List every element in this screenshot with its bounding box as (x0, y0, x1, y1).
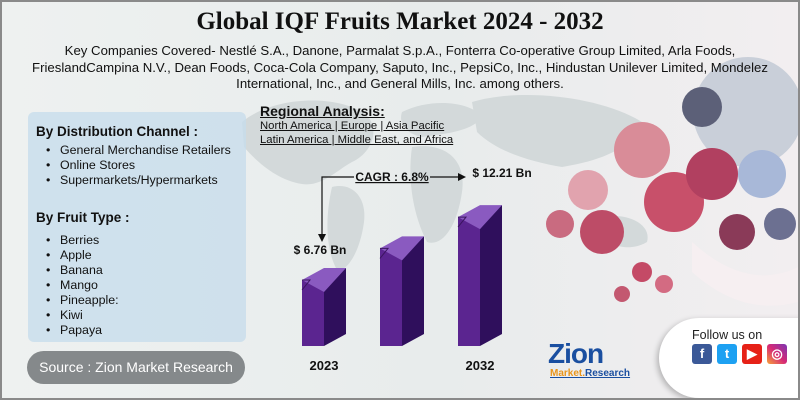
regional-title: Regional Analysis: (260, 103, 385, 119)
bar-side (324, 268, 346, 346)
bar-edge (457, 216, 468, 228)
list-item: Berries (46, 233, 246, 248)
raspberry-icon (546, 210, 574, 238)
strawberry-icon (614, 122, 670, 178)
cranberry-icon (614, 286, 630, 302)
bar-side (402, 236, 424, 346)
cagr-label: CAGR : 6.8% (355, 170, 429, 184)
list-item: Mango (46, 278, 246, 293)
chart-svg: 2023 2032 $ 6.76 Bn $ 12.21 Bn CAGR : 6.8% (294, 166, 532, 373)
logo-sub-a: Market. (550, 368, 586, 379)
logo-sub-b: Research (585, 368, 631, 379)
bar-edge (301, 279, 312, 291)
list-item: General Merchandise Retailers (46, 143, 246, 158)
regional-line-1: North America | Europe | Asia Pacific (260, 120, 445, 132)
raspberry-icon (719, 214, 755, 250)
youtube-icon[interactable]: ▶ (742, 344, 762, 364)
data-label: $ 12.21 Bn (472, 166, 531, 180)
page-title: Global IQF Fruits Market 2024 - 2032 (196, 8, 604, 35)
instagram-icon[interactable]: ◎ (767, 344, 787, 364)
cagr-arrow-head (458, 173, 466, 181)
segments-panel: By Distribution Channel : General Mercha… (28, 112, 246, 342)
bowl-icon (692, 242, 798, 306)
list-item: Banana (46, 263, 246, 278)
bar-top (302, 268, 346, 292)
list-item: Supermarkets/Hypermarkets (46, 173, 246, 188)
blueberry-icon (682, 87, 722, 127)
bar-edge (379, 247, 390, 259)
cagr-arrow-head (318, 234, 326, 242)
distribution-list: General Merchandise Retailers Online Sto… (46, 143, 246, 188)
regional-line-2: Latin America | Middle East, and Africa (260, 134, 454, 146)
list-item: Apple (46, 248, 246, 263)
list-item: Kiwi (46, 308, 246, 323)
follow-label: Follow us on (692, 328, 763, 342)
bar-chart: 2023 2032 $ 6.76 Bn $ 12.21 Bn CAGR : 6.8% (282, 162, 552, 373)
list-item: Papaya (46, 323, 246, 338)
raspberry-icon (580, 210, 624, 254)
key-companies-text: Key Companies Covered- Nestlé S.A., Dano… (32, 43, 768, 91)
fruit-type-list: Berries Apple Banana Mango Pineapple: Ki… (46, 233, 246, 338)
bar (380, 248, 402, 346)
raspberry-icon (686, 148, 738, 200)
bar-side (480, 205, 502, 346)
x-tick-label: 2032 (466, 358, 495, 372)
bar-top (458, 205, 502, 230)
blueberry-icon (738, 150, 786, 198)
twitter-icon[interactable]: t (717, 344, 737, 364)
bar (458, 217, 480, 346)
berry-cluster-icon (693, 57, 798, 167)
logo-text: Zion (548, 338, 604, 369)
list-item: Pineapple: (46, 293, 246, 308)
cranberry-icon (655, 275, 673, 293)
list-item: Online Stores (46, 158, 246, 173)
facebook-icon[interactable]: f (692, 344, 712, 364)
blueberry-icon (764, 208, 796, 240)
cagr-arrow-line (321, 176, 354, 236)
logo-subtext: Market.Research (550, 368, 630, 379)
x-tick-label: 2023 (310, 358, 339, 372)
bar (302, 280, 324, 346)
fruit-type-heading: By Fruit Type : (36, 210, 130, 225)
source-label: Source : Zion Market Research (27, 351, 245, 384)
bar-top (380, 236, 424, 261)
zion-logo: Zion Market.Research (548, 338, 636, 382)
strawberry-icon (568, 170, 608, 210)
data-label: $ 6.76 Bn (294, 243, 347, 257)
cranberry-icon (632, 262, 652, 282)
distribution-heading: By Distribution Channel : (36, 124, 198, 139)
raspberry-icon (644, 172, 704, 232)
